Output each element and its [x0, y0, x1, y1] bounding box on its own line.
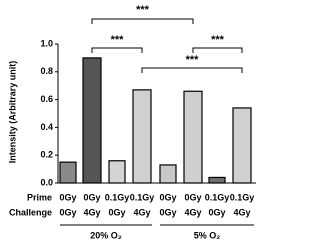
x-tick-label: 0Gy: [159, 192, 176, 202]
x-tick-label: 0.1Gy: [230, 192, 255, 202]
x-tick-label: 0Gy: [184, 192, 201, 202]
bar: [208, 176, 226, 184]
x-tick-label: 0Gy: [83, 192, 100, 202]
x-tick-label: 4Gy: [133, 207, 150, 217]
x-tick-label: 4Gy: [184, 207, 201, 217]
x-tick-label: 0Gy: [108, 207, 125, 217]
significance-label: ***: [186, 54, 200, 66]
bar: [82, 57, 102, 184]
bar: [59, 161, 77, 184]
bar: [108, 160, 126, 184]
x-tick-label: 0Gy: [59, 207, 76, 217]
group-label: 20% O₂: [90, 230, 122, 240]
bar: [183, 90, 203, 184]
significance-label: ***: [136, 4, 150, 16]
y-tick-label: 0.0: [40, 177, 53, 187]
x-tick-label: 0Gy: [159, 207, 176, 217]
significance-bracket: [141, 67, 243, 73]
bar: [132, 89, 152, 184]
chart: Intensity (Arbitrary unit) 0.0 0.2 0.4 0.6 0…: [7, 4, 256, 240]
significance-label: ***: [111, 34, 125, 46]
y-axis-label: Intensity (Arbitrary unit): [7, 61, 17, 164]
significance-bracket: [91, 47, 143, 53]
x-tick-label: 0.1Gy: [105, 192, 130, 202]
y-tick-label: 0.4: [40, 122, 53, 132]
y-tick-label: 0.2: [40, 150, 53, 160]
bar: [232, 107, 252, 184]
row-label: Challenge: [9, 207, 52, 217]
x-tick-label: 4Gy: [233, 207, 250, 217]
x-tick-label: 4Gy: [83, 207, 100, 217]
y-tick-label: 1.0: [40, 38, 53, 48]
x-tick-label: 0Gy: [208, 207, 225, 217]
x-tick-label: 0.1Gy: [205, 192, 230, 202]
significance-label: ***: [211, 34, 225, 46]
significance-bracket: [91, 18, 194, 24]
y-tick-label: 0.6: [40, 94, 53, 104]
group-label: 5% O₂: [194, 230, 221, 240]
x-tick-label: 0.1Gy: [130, 192, 155, 202]
bar: [159, 164, 177, 184]
row-label: Prime: [27, 192, 52, 202]
y-tick-label: 0.8: [40, 66, 53, 76]
significance-bracket: [192, 47, 243, 53]
x-tick-label: 0Gy: [59, 192, 76, 202]
